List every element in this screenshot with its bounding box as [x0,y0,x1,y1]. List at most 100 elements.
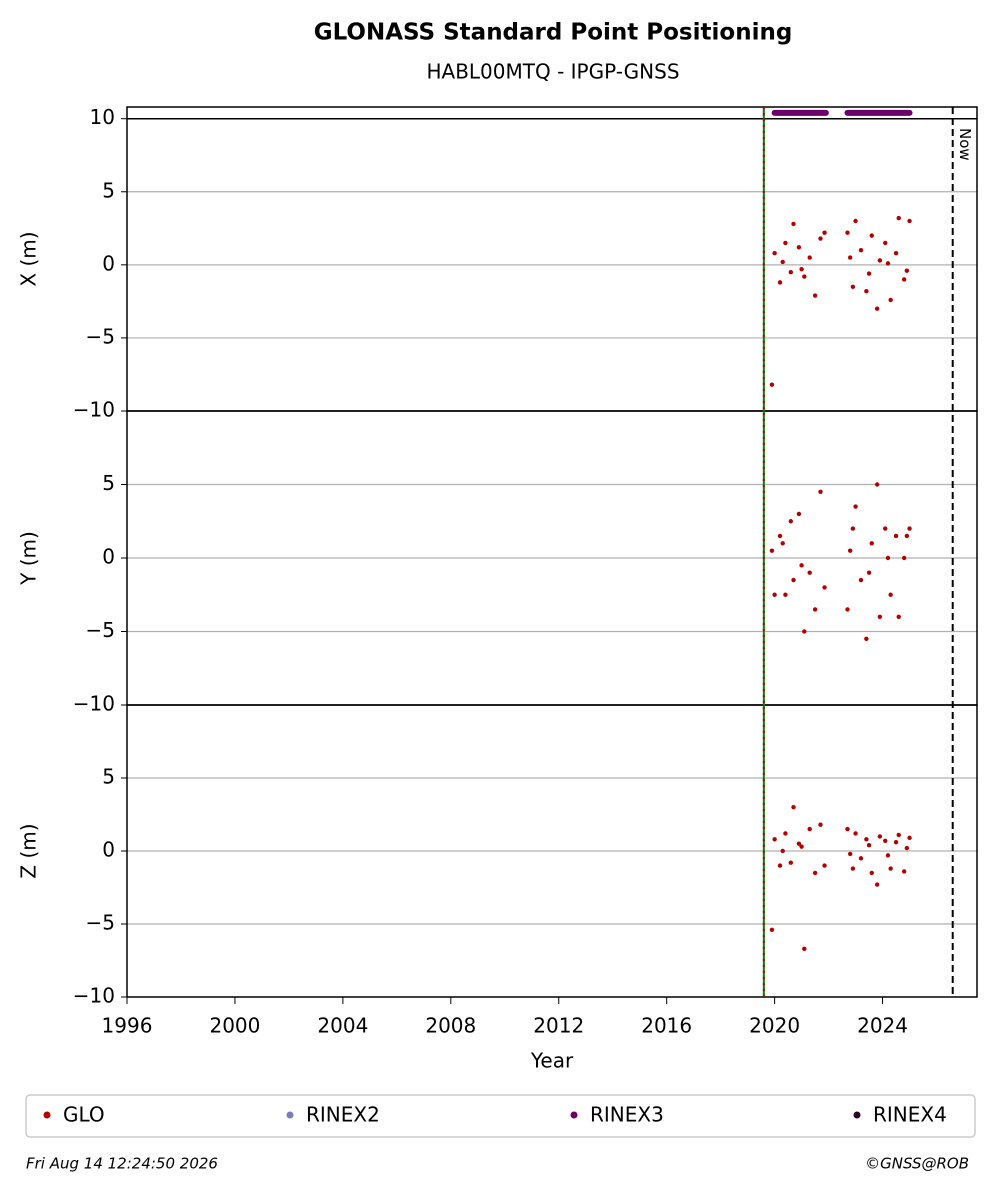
data-point [901,869,907,874]
data-point [788,519,794,524]
data-point [847,548,853,553]
data-point [802,629,807,634]
data-point [869,233,874,238]
legend-label: RINEX3 [590,1103,664,1127]
data-point [896,614,901,619]
data-point [777,280,783,285]
footer-credit: ©GNSS@ROB [865,1155,969,1173]
data-point [869,870,874,876]
data-point [845,826,850,832]
data-point [818,236,823,241]
y-axis-label: X (m) [17,231,41,286]
y-tick-label: −5 [86,618,115,642]
data-point [874,482,880,487]
data-point [864,636,869,642]
data-point [772,592,777,597]
data-point [874,306,880,311]
legend-label: RINEX2 [306,1103,380,1127]
data-point [896,215,901,221]
data-point [788,860,794,865]
data-point [807,570,812,575]
data-point [780,541,785,546]
data-point [807,255,812,260]
data-point [769,927,775,933]
legend-marker [853,1111,861,1119]
data-point [901,555,907,561]
data-point [847,851,853,857]
data-point [818,489,823,495]
data-point [772,837,777,842]
data-point [885,555,891,561]
data-point [791,221,796,227]
data-point [796,511,802,517]
data-point [818,822,823,827]
data-point [888,866,893,871]
data-point [802,274,807,279]
y-tick-label: −10 [73,984,115,1008]
y-axis-label: Z (m) [17,823,41,878]
data-point [883,526,888,531]
data-point [812,607,818,612]
data-point [850,866,856,871]
y-axis-label: Y (m) [17,531,41,586]
chart-subtitle: HABL00MTQ - IPGP-GNSS [426,60,679,84]
data-point [885,853,891,858]
x-tick-label: 2008 [425,1014,476,1038]
y-tick-label: 10 [90,105,115,129]
data-point [877,258,883,263]
data-point [822,230,827,235]
data-point [896,832,901,838]
data-point [904,533,910,539]
x-tick-label: 1996 [102,1014,153,1038]
data-point [877,614,883,619]
data-point [769,548,775,553]
data-point [777,863,783,868]
data-point [850,526,856,531]
data-point [788,269,794,275]
data-point [783,831,788,836]
data-point [812,870,818,876]
data-point [888,592,893,597]
data-point [866,570,872,575]
y-tick-label: 5 [102,471,115,495]
data-point [904,268,910,273]
data-point [791,805,796,810]
data-point [907,835,912,841]
x-tick-label: 2024 [857,1014,908,1038]
data-point [802,946,807,952]
data-point [783,592,788,597]
data-point [858,856,864,861]
data-point [864,288,869,294]
data-point [807,826,812,832]
data-point [858,577,864,583]
x-tick-label: 2016 [641,1014,692,1038]
y-tick-label: 0 [102,545,115,569]
data-point [893,250,899,256]
data-point [783,240,788,246]
data-point [799,563,804,568]
y-tick-label: 5 [102,765,115,789]
data-point [866,842,872,848]
data-point [812,293,818,298]
data-point [853,218,858,224]
data-point [850,284,856,289]
data-point [888,297,893,303]
y-tick-label: −5 [86,324,115,348]
data-point [907,218,912,224]
legend-marker [43,1111,51,1119]
x-tick-label: 2004 [317,1014,368,1038]
data-point [799,844,804,849]
data-point [822,585,827,590]
data-point [877,834,883,839]
data-point [796,245,802,250]
x-tick-label: 2012 [533,1014,584,1038]
footer-date: Fri Aug 14 12:24:50 2026 [26,1155,218,1173]
data-point [893,840,899,845]
legend-label: GLO [63,1103,105,1127]
data-point [780,848,785,854]
data-point [777,533,783,539]
y-tick-label: 5 [102,178,115,202]
data-point [883,838,888,843]
data-point [769,382,775,387]
